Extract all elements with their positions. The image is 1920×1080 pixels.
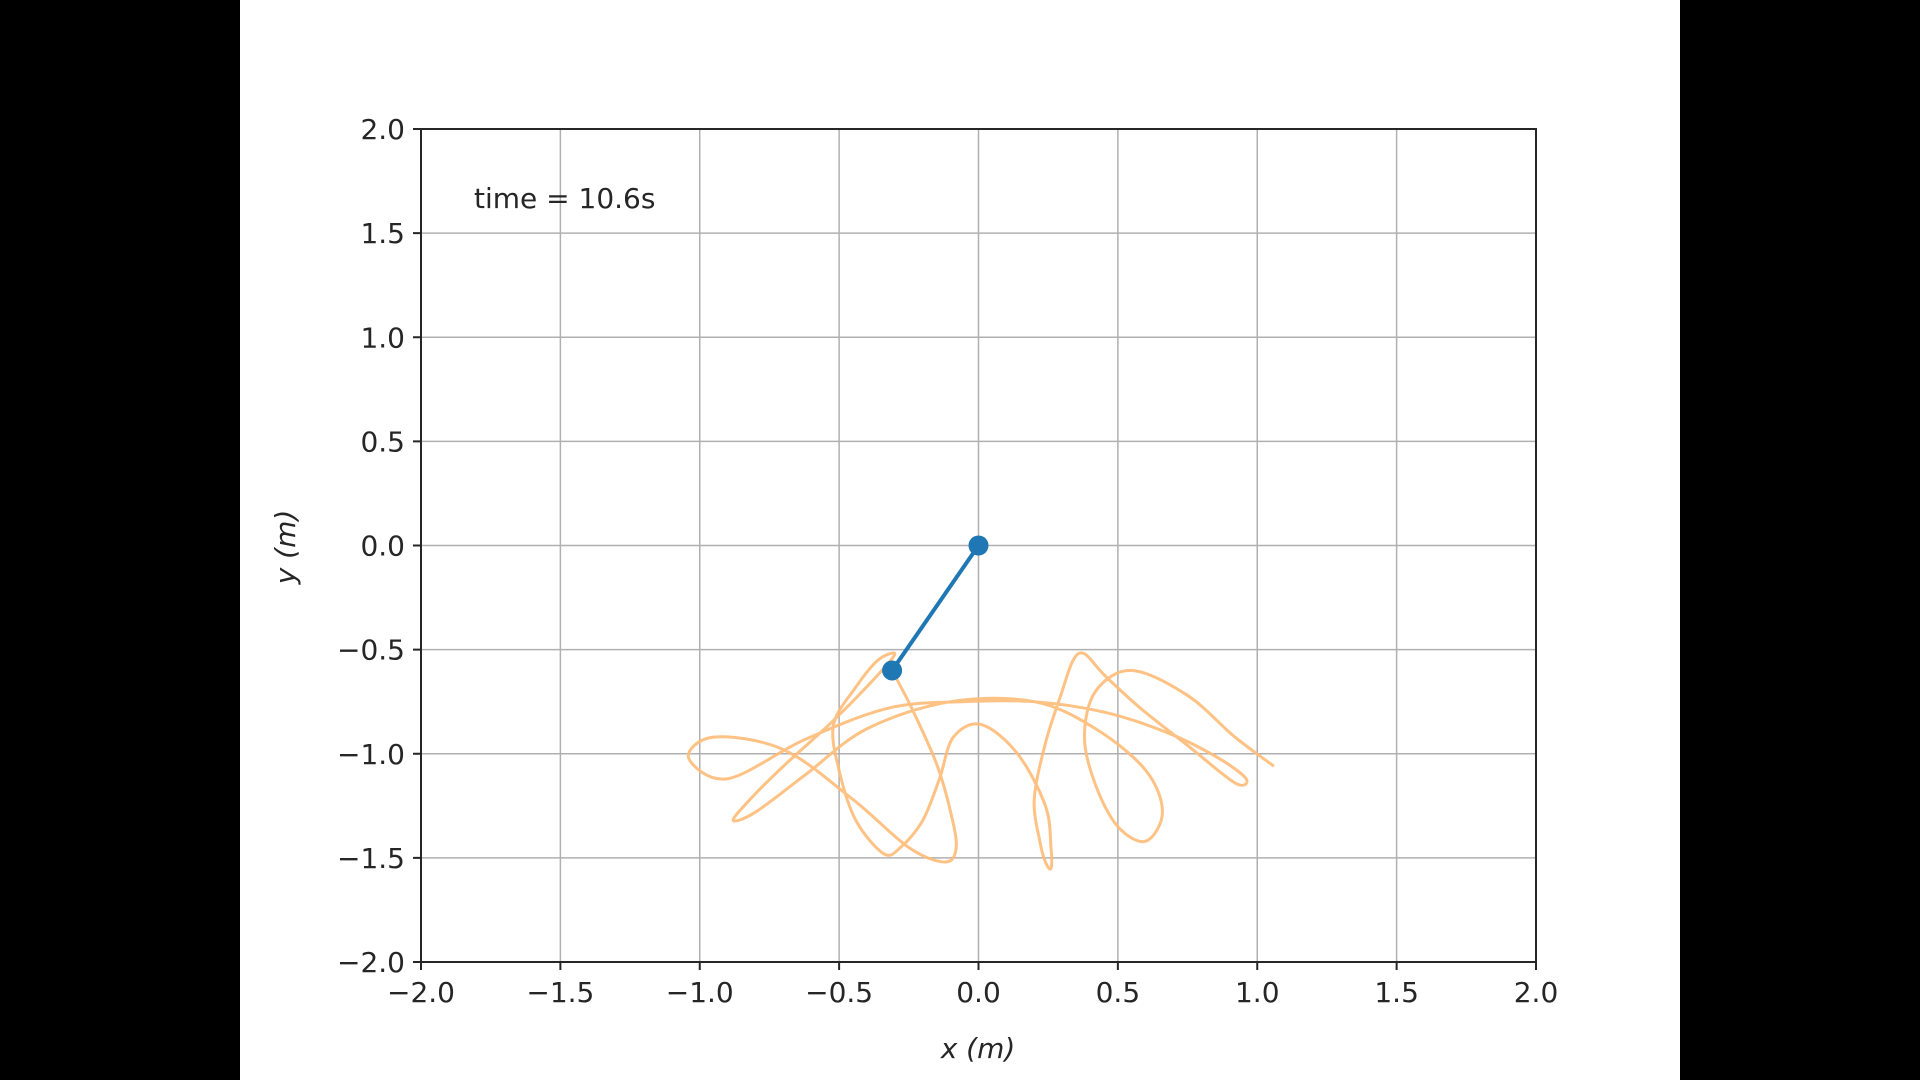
y-tick-label: 0.0 [360,530,405,563]
x-tick-label: −1.0 [666,976,734,1009]
x-tick-label: −1.5 [526,976,594,1009]
trace-line [686,651,1275,871]
y-tick-label: −1.5 [337,842,405,875]
figure-background [240,0,1680,1080]
y-axis-label: y (m) [269,510,302,586]
y-tick-label: −1.0 [337,738,405,771]
x-tick-label: 2.0 [1514,976,1559,1009]
x-tick-label: 1.0 [1235,976,1280,1009]
y-tick-label: 1.0 [360,321,405,354]
pendulum-bob [882,660,903,681]
y-tick-label: 1.5 [360,217,405,250]
y-ticks: 2.0 1.5 1.0 0.5 0.0 −0.5 −1.0 −1.5 −2.0 [337,113,421,979]
y-tick-label: 0.5 [360,425,405,458]
y-tick-label: −0.5 [337,634,405,667]
y-tick-label: 2.0 [360,113,405,146]
trajectory-trace [686,651,1275,871]
pendulum [882,535,989,681]
x-tick-label: 1.5 [1374,976,1419,1009]
time-annotation: time = 10.6s [474,182,655,215]
x-tick-label: 0.5 [1096,976,1141,1009]
pendulum-pivot [968,535,989,556]
y-tick-label: −2.0 [337,946,405,979]
x-tick-label: −0.5 [805,976,873,1009]
x-tick-label: 0.0 [956,976,1001,1009]
pendulum-arm [890,543,981,673]
x-tick-label: −2.0 [387,976,455,1009]
x-ticks: −2.0 −1.5 −1.0 −0.5 0.0 0.5 1.0 1.5 2.0 [387,962,1558,1009]
x-axis-label: x (m) [940,1032,1016,1065]
